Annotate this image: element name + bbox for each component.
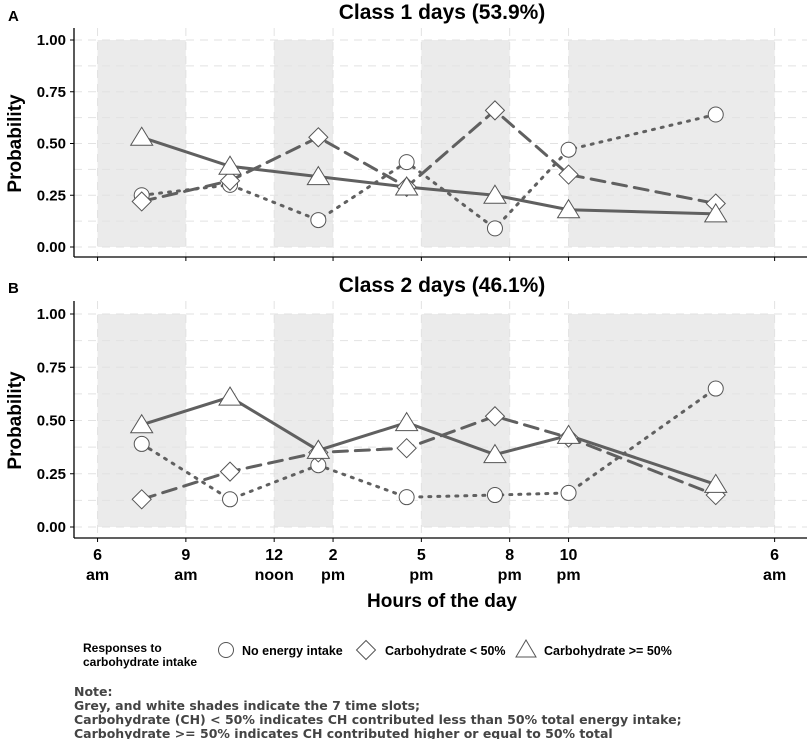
x-tick-label: noon [255,567,294,584]
y-tick-label: 1.00 [37,306,66,323]
y-tick-label: 0.00 [37,239,66,256]
data-point-ch-below-50 [131,489,152,510]
data-point-ch-above-50 [703,473,728,493]
panel-b-title: Class 2 days (46.1%) [339,274,546,297]
y-axis-title: Probability [5,94,26,193]
data-point-no-energy [398,154,415,171]
panel-b: B Class 2 days (46.1%) 0.00 0.25 0.50 0.75 1… [5,274,807,584]
y-tick-label: 0.00 [37,519,66,536]
data-point-ch-above-50 [306,165,331,186]
legend-label-no-energy: No energy intake [242,644,343,658]
x-tick-label: pm [321,567,345,584]
x-tick-label: am [174,567,197,584]
legend: Responses to carbohydrate intake No ener… [83,639,672,669]
x-tick-label: pm [409,567,433,584]
x-tick-label: pm [498,567,522,584]
x-tick-label: 6 [93,547,102,564]
data-point-ch-below-50 [484,100,506,121]
data-point-ch-above-50 [129,126,154,146]
panel-b-plot-area: 0.00 0.25 0.50 0.75 1.00 Probability 6 am 9 am 12 n… [5,301,807,584]
data-point-ch-above-50 [483,443,507,464]
x-tick-label: am [86,567,109,584]
x-tick-label: 12 [265,547,283,564]
panel-a-plot-area: 0.00 0.25 0.50 0.75 1.00 Probability [5,28,807,261]
panel-a: A Class 1 days (53.9%) 0.00 0.25 0.50 0.75 1… [5,1,807,261]
x-tick-label: 8 [505,547,514,564]
time-slot-shade [568,314,775,527]
data-point-ch-above-50 [556,198,581,219]
data-point-ch-below-50 [219,461,241,482]
data-point-no-energy [310,212,327,229]
data-point-ch-above-50 [483,184,507,204]
x-tick-label: 6 [770,547,779,564]
data-point-no-energy [486,487,503,504]
x-tick-label: 5 [417,547,426,564]
data-point-ch-below-50 [484,406,506,427]
y-tick-label: 0.50 [37,413,66,430]
data-point-no-energy [398,489,415,506]
data-point-ch-above-50 [218,386,242,406]
legend-circle-icon [218,642,234,658]
data-point-ch-above-50 [394,411,419,432]
x-tick-label: am [763,567,786,584]
data-point-no-energy [560,141,577,158]
data-point-ch-above-50 [129,413,154,434]
y-axis-title: Probability [5,371,26,470]
data-point-no-energy [486,220,503,237]
data-point-no-energy [560,484,577,501]
data-point-no-energy [707,106,724,123]
panel-letter-a: A [8,8,19,25]
x-tick-label: 10 [560,547,578,564]
data-point-no-energy [707,380,724,397]
data-point-no-energy [222,491,239,508]
legend-title-line-1: Responses to [83,641,162,655]
data-point-ch-below-50 [219,170,241,191]
note-line-1: Note: [74,684,113,699]
y-tick-label: 1.00 [37,32,66,49]
data-point-ch-above-50 [703,202,728,223]
x-tick-label: 9 [181,547,190,564]
y-tick-label: 0.75 [37,84,66,101]
note-line-4: Carbohydrate >= 50% indicates CH contrib… [74,726,613,739]
note-line-3: Carbohydrate (CH) < 50% indicates CH con… [74,712,682,727]
data-point-ch-above-50 [556,424,581,444]
note-line-2: Grey, and white shades indicate the 7 ti… [74,698,420,713]
data-point-ch-below-50 [396,437,417,459]
data-point-ch-below-50 [131,191,152,212]
data-point-ch-above-50 [394,176,419,196]
y-tick-label: 0.75 [37,359,66,376]
x-tick-label: 2 [329,547,338,564]
x-axis-title: Hours of the day [367,591,517,612]
y-tick-label: 0.25 [37,466,66,483]
note: Note: Grey, and white shades indicate th… [74,684,682,739]
data-point-no-energy [133,435,150,452]
legend-diamond-icon [355,639,377,661]
legend-label-ch-above-50: Carbohydrate >= 50% [544,644,672,658]
data-point-ch-below-50 [308,127,329,148]
legend-title-line-2: carbohydrate intake [83,655,197,669]
x-tick-label: pm [557,567,581,584]
y-tick-label: 0.25 [37,187,66,204]
panel-a-title: Class 1 days (53.9%) [339,1,546,24]
data-point-ch-above-50 [218,155,242,175]
panel-letter-b: B [8,280,19,297]
data-point-ch-below-50 [558,164,579,185]
data-point-ch-above-50 [306,439,331,459]
legend-triangle-icon [515,639,537,658]
y-tick-label: 0.50 [37,136,66,153]
legend-label-ch-below-50: Carbohydrate < 50% [385,644,506,658]
